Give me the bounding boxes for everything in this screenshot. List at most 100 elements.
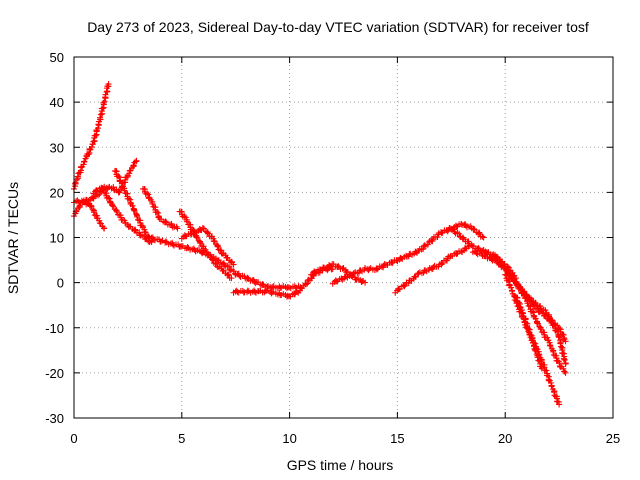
data-point <box>537 326 544 333</box>
data-point <box>538 365 545 372</box>
data-point <box>85 151 92 158</box>
data-point <box>546 342 553 349</box>
data-point <box>479 233 486 240</box>
data-point <box>497 259 504 266</box>
data-point <box>149 200 156 207</box>
data-point <box>230 261 237 268</box>
x-axis-label: GPS time / hours <box>287 457 394 473</box>
data-point <box>226 263 233 270</box>
data-point <box>118 180 125 187</box>
data-point <box>403 252 410 259</box>
data-point <box>505 277 512 284</box>
data-point <box>444 228 451 235</box>
data-point <box>534 319 541 326</box>
data-point <box>101 225 108 232</box>
data-point <box>531 302 538 309</box>
data-point <box>201 247 208 254</box>
data-point <box>174 225 181 232</box>
series-satellite-arc-14 <box>392 243 472 296</box>
data-point <box>129 202 136 209</box>
data-point <box>518 307 525 314</box>
series-satellite-arc-5 <box>111 167 155 246</box>
data-point <box>366 265 373 272</box>
data-point <box>536 323 543 330</box>
series-satellite-arc-8 <box>176 208 235 282</box>
data-point <box>291 291 298 298</box>
data-point <box>105 194 112 201</box>
series-satellite-arc-13 <box>329 220 487 287</box>
data-point <box>95 121 102 128</box>
data-point <box>197 240 204 247</box>
data-point <box>561 368 568 375</box>
data-point <box>532 347 539 354</box>
data-point <box>524 322 531 329</box>
data-point <box>511 276 518 283</box>
data-point <box>181 213 188 220</box>
data-point <box>547 342 554 349</box>
series-satellite-arc-6 <box>139 185 181 232</box>
data-point <box>475 244 482 251</box>
data-point <box>96 114 103 121</box>
data-point <box>515 299 522 306</box>
x-tick-label: 5 <box>178 431 185 446</box>
data-point <box>401 283 408 290</box>
x-tick-label: 20 <box>498 431 512 446</box>
x-tick-label: 15 <box>390 431 404 446</box>
data-point <box>456 230 463 237</box>
data-point <box>205 230 212 237</box>
data-point <box>162 218 169 225</box>
data-point <box>209 257 216 264</box>
data-point <box>97 111 104 118</box>
data-point <box>99 105 106 112</box>
data-point <box>561 356 568 363</box>
data-point <box>393 257 400 264</box>
data-point <box>251 288 258 295</box>
data-point <box>225 272 232 279</box>
y-tick-label: 30 <box>50 140 64 155</box>
y-tick-labels: -30 -20 -10 0 10 20 30 40 50 <box>45 50 64 426</box>
data-point <box>88 203 95 210</box>
data-point <box>88 144 95 151</box>
data-point <box>527 331 534 338</box>
data-point <box>508 284 515 291</box>
data-point <box>87 202 94 209</box>
data-point <box>105 81 112 88</box>
data-point <box>562 360 569 367</box>
y-axis-label: SDTVAR / TECUs <box>5 182 21 294</box>
series-satellite-arc-9 <box>178 225 237 268</box>
data-point <box>99 187 106 194</box>
data-point <box>420 245 427 252</box>
y-tick-label: 20 <box>50 185 64 200</box>
data-point <box>531 346 538 353</box>
data-point <box>134 213 141 220</box>
data-point <box>542 307 549 314</box>
data-point <box>516 285 523 292</box>
axis-ticks <box>73 56 614 419</box>
chart-title: Day 273 of 2023, Sidereal Day-to-day VTE… <box>87 19 589 35</box>
data-point <box>132 210 139 217</box>
data-point <box>556 401 563 408</box>
data-point <box>534 354 541 361</box>
data-point <box>530 339 537 346</box>
data-point <box>339 265 346 272</box>
data-point <box>562 338 569 345</box>
data-point <box>269 283 276 290</box>
data-point <box>73 207 80 214</box>
data-point <box>421 242 428 249</box>
data-point <box>184 218 191 225</box>
data-point <box>121 187 128 194</box>
series-satellite-arc-11 <box>232 270 304 292</box>
y-tick-label: -10 <box>45 321 64 336</box>
data-point <box>462 221 469 228</box>
data-point <box>133 157 140 164</box>
data-point <box>176 243 183 250</box>
data-point <box>550 348 557 355</box>
data-points <box>71 81 569 408</box>
data-point <box>552 327 559 334</box>
data-point <box>130 162 137 169</box>
data-point <box>519 310 526 317</box>
data-point <box>362 279 369 286</box>
y-tick-label: 50 <box>50 50 64 65</box>
data-point <box>81 158 88 165</box>
data-point <box>560 365 567 372</box>
